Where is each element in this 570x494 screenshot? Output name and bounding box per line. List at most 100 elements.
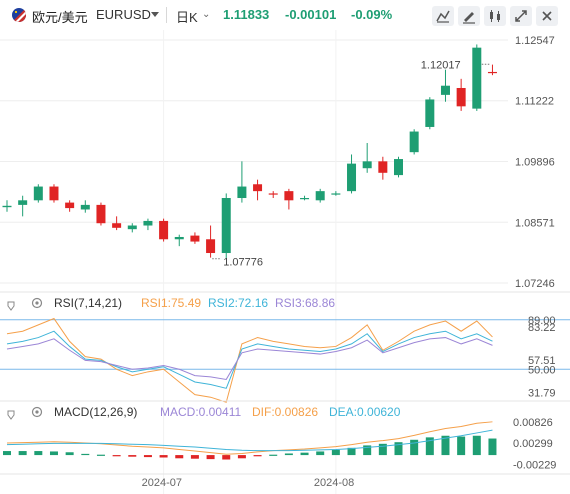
macd-legend-dif: DIF:0.00826 [252,405,318,419]
divider [166,7,167,23]
rsi-legend-rsi1: RSI1:75.49 [141,296,201,310]
candle [300,198,310,200]
candle [394,159,403,176]
candle [2,205,12,208]
macd-legend-macd: MACD:0.00411 [160,405,241,419]
macd-histogram-bar [206,455,215,460]
macd-histogram-bar [253,455,262,457]
rsi-axis-label: 50.00 [528,364,556,376]
candle [331,193,341,195]
candle [127,225,137,230]
candle [378,161,388,173]
timeframe-selector[interactable]: 日K [176,10,198,25]
settings-icon [31,406,43,418]
macd-histogram-bar [472,435,481,456]
macd-histogram-bar [222,455,231,460]
rsi-legend-rsi3: RSI3:68.86 [275,296,335,310]
candle [80,204,90,210]
flag-eu-us-icon [12,8,26,22]
candle [174,236,184,240]
rsi-axis-label: 89.00 [528,315,556,327]
rsi-line-rsi3 [6,337,493,380]
macd-line-dea [6,429,493,452]
macd-histogram-bar [347,447,356,456]
candle [159,220,169,240]
macd-histogram-bar [175,455,184,459]
price-axis-label: 1.11222 [515,96,554,108]
macd-histogram-bar [331,449,340,456]
candle [425,99,435,127]
macd-histogram-bar [284,453,293,456]
macd-histogram-bar [159,455,168,458]
macd-histogram-bar [65,452,74,456]
candle [206,239,216,254]
dropdown-caret-icon[interactable] [151,12,159,17]
macd-histogram-bar [457,436,466,456]
candle [190,235,200,242]
macd-histogram-bar [190,455,199,459]
macd-histogram-bar [49,451,58,456]
candle [143,220,153,226]
indicator-icon [436,10,450,23]
candle [18,200,28,205]
macd-axis-label: 0.00299 [513,438,553,450]
price-axis-label: 1.09896 [515,157,555,169]
pair-name[interactable]: 欧元/美元 [32,10,88,25]
compare-icon [490,10,500,22]
settings-icon-dot [35,301,39,305]
chevron-down-icon[interactable]: ⌄ [202,9,211,20]
visibility-icon [7,301,15,311]
header-bar: 欧元/美元 EURUSD 日K ⌄ 1.11833 -0.00101 -0.09… [0,0,570,30]
macd-histogram-bar [363,445,372,456]
visibility-icon [7,410,15,420]
macd-histogram-bar [378,443,387,456]
rsi-axis-label: 57.51 [528,355,556,367]
price-axis-label: 1.08571 [515,217,555,229]
close-button[interactable] [536,6,558,26]
macd-histogram-bar [394,442,403,456]
candle [96,204,106,224]
macd-legend-dea: DEA:0.00620 [329,405,401,419]
macd-histogram-bar [34,451,43,456]
candle [65,202,75,209]
macd-histogram-bar [81,453,90,456]
macd-histogram-bar [316,451,325,456]
close-icon [542,11,552,21]
expand-button[interactable] [510,6,532,26]
price-axis-label: 1.12547 [515,35,555,47]
rsi-axis-label: 83.22 [528,322,556,334]
draw-icon [463,12,475,24]
candle [253,184,263,192]
time-axis-label: 2024-07 [142,477,182,489]
candle [49,186,59,201]
macd-histogram-bar [143,455,152,458]
macd-histogram-bar [128,455,137,457]
macd-axis-label: -0.00229 [513,459,556,471]
draw-button[interactable] [458,6,480,26]
candle [487,71,497,74]
candle [362,161,372,169]
indicator-button[interactable] [432,6,454,26]
compare-button[interactable] [484,6,506,26]
macd-histogram-bar [425,437,434,456]
rsi-line-rsi1 [6,317,493,403]
macd-line-dif [6,421,493,455]
expand-icon [515,10,527,22]
current-price: 1.11833 [223,7,270,22]
macd-title: MACD(12,26,9) [54,405,137,419]
rsi-title: RSI(7,14,21) [54,296,122,310]
price-change: -0.00101 [285,7,337,22]
macd-histogram-bar [488,438,497,456]
rsi-legend-rsi2: RSI2:72.16 [208,296,268,310]
price-change-pct: -0.09% [351,7,393,22]
candle [237,186,247,199]
rsi-axis-label: 31.79 [528,387,556,399]
rsi-line-rsi2 [6,330,493,389]
settings-icon [31,297,43,309]
macd-histogram-bar [96,454,105,456]
macd-histogram-bar [269,454,278,456]
high-annotation: 1.12017 [421,59,461,71]
symbol-code[interactable]: EURUSD [96,7,151,22]
candle [472,47,482,109]
